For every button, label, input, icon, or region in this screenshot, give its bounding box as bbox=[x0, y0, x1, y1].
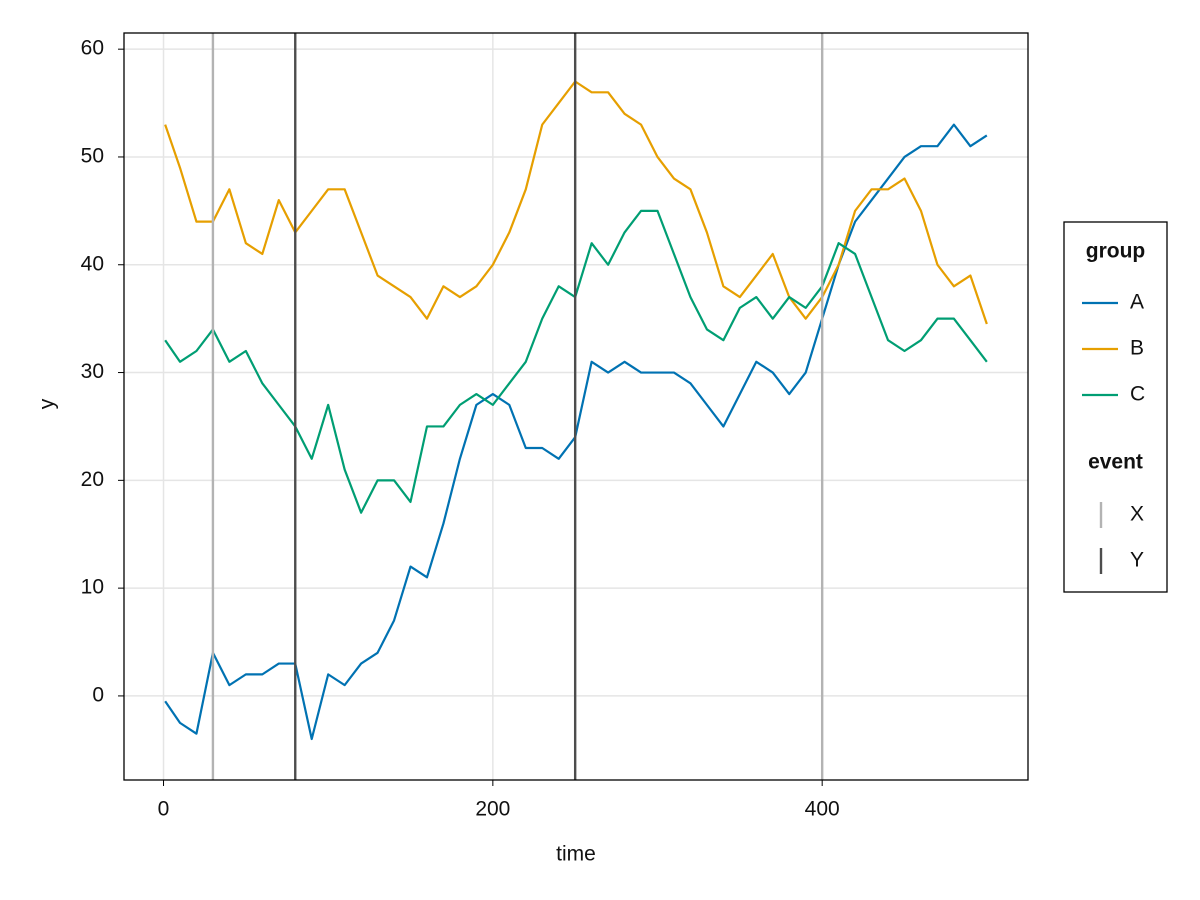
y-axis-label: y bbox=[36, 398, 59, 409]
y-tick-label: 10 bbox=[81, 576, 104, 599]
y-tick-label: 40 bbox=[81, 252, 104, 275]
plot-frame bbox=[123, 32, 1029, 781]
y-tick-label: 30 bbox=[81, 360, 104, 383]
y-tick-label: 20 bbox=[81, 468, 104, 491]
y-tick-label: 50 bbox=[81, 145, 104, 168]
x-tick-label: 0 bbox=[158, 798, 170, 821]
legend-box bbox=[1063, 221, 1168, 593]
legend-label: Y bbox=[1130, 549, 1144, 572]
legend-title: event bbox=[1088, 451, 1143, 474]
x-axis-label: time bbox=[556, 843, 596, 866]
legend-label: C bbox=[1130, 383, 1145, 406]
y-tick-label: 60 bbox=[81, 37, 104, 60]
legend-label: A bbox=[1130, 291, 1144, 314]
y-tick-label: 0 bbox=[92, 683, 104, 706]
legend-title: group bbox=[1086, 240, 1145, 263]
x-tick-label: 200 bbox=[475, 798, 510, 821]
legend-label: B bbox=[1130, 337, 1144, 360]
x-tick-label: 400 bbox=[805, 798, 840, 821]
legend-label: X bbox=[1130, 503, 1144, 526]
